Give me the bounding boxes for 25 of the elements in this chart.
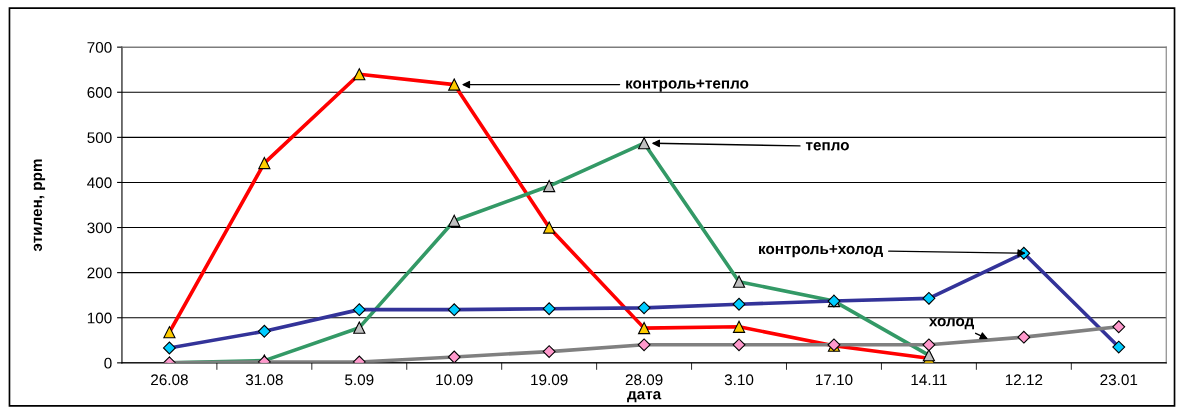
y-tick-label: 0: [104, 357, 112, 369]
x-axis-title: дата: [627, 391, 662, 403]
x-tick-label: 23.01: [1100, 374, 1138, 386]
x-tick-label: 5.09: [345, 374, 374, 386]
y-tick-label: 300: [87, 222, 112, 234]
y-tick-label: 500: [87, 132, 112, 144]
x-tick-label: 17.10: [816, 374, 853, 386]
x-tick-label: 12.12: [1005, 374, 1043, 386]
y-tick-label: 100: [87, 312, 112, 324]
y-axis-title: этилен, ppm: [33, 159, 46, 252]
x-tick-label: 3.10: [724, 374, 754, 386]
y-tick-label: 700: [87, 42, 112, 53]
x-tick-label: 28.09: [625, 374, 663, 386]
text: контроль+тепло: [626, 79, 749, 92]
text: тепло: [805, 142, 849, 151]
x-tick-label: 10.09: [436, 374, 473, 386]
y-tick-label: 600: [87, 87, 112, 98]
text: контроль+холод: [759, 245, 883, 258]
x-tick-label: 19.09: [531, 374, 568, 386]
x-tick-label: 14.11: [911, 374, 947, 386]
y-tick-label: 400: [87, 177, 112, 189]
x-tick-label: 26.08: [151, 374, 188, 386]
y-tick-label: 200: [87, 267, 112, 279]
series-label: холод: [929, 317, 974, 330]
x-tick-label: 31.08: [245, 374, 283, 386]
